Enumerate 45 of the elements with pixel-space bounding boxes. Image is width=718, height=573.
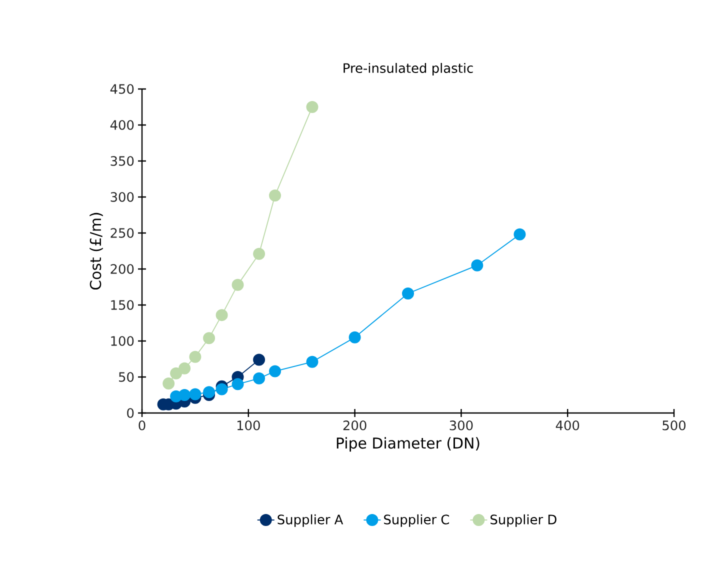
x-tick-label: 0 — [138, 420, 146, 430]
legend-label: Supplier D — [490, 514, 556, 527]
y-tick-label: 150 — [111, 300, 134, 310]
x-tick-label: 200 — [343, 420, 366, 430]
point — [253, 248, 266, 260]
point — [162, 377, 175, 390]
y-tick-label: 50 — [119, 372, 134, 382]
y-tick-label: 400 — [110, 120, 134, 130]
point — [253, 372, 266, 384]
point — [402, 287, 414, 300]
y-tick-label: 100 — [111, 336, 134, 346]
point — [216, 309, 228, 322]
point — [306, 356, 318, 368]
legend-label: Supplier C — [384, 514, 450, 527]
point — [514, 228, 526, 240]
point — [203, 386, 216, 398]
point — [269, 365, 282, 378]
point — [232, 378, 244, 390]
point — [348, 331, 361, 344]
y-tick-label: 250 — [110, 228, 134, 238]
x-tick-label: 300 — [450, 420, 473, 430]
x-tick-label: 100 — [237, 420, 260, 430]
y-tick-label: 450 — [110, 84, 134, 94]
x-axis-title: Pipe Diameter (DN) — [336, 437, 480, 452]
point — [178, 388, 191, 401]
point — [189, 388, 202, 400]
point — [170, 367, 182, 380]
point — [178, 362, 191, 374]
y-tick-label: 350 — [110, 156, 134, 166]
point — [471, 259, 484, 272]
point — [216, 383, 228, 396]
x-tick-label: 400 — [556, 420, 580, 430]
point — [203, 332, 216, 344]
y-tick-label: 200 — [110, 264, 134, 274]
y-axis-title: Cost (£/m) — [90, 212, 103, 290]
point — [232, 278, 244, 291]
y-tick-label: 300 — [110, 192, 134, 202]
point — [253, 354, 266, 366]
legend-label: Supplier A — [278, 514, 344, 527]
x-tick-label: 500 — [662, 420, 686, 430]
y-tick-label: 0 — [127, 408, 134, 418]
point — [269, 190, 282, 202]
point — [189, 350, 202, 363]
chart-title: Pre-insulated plastic — [344, 62, 473, 76]
point — [306, 100, 318, 113]
